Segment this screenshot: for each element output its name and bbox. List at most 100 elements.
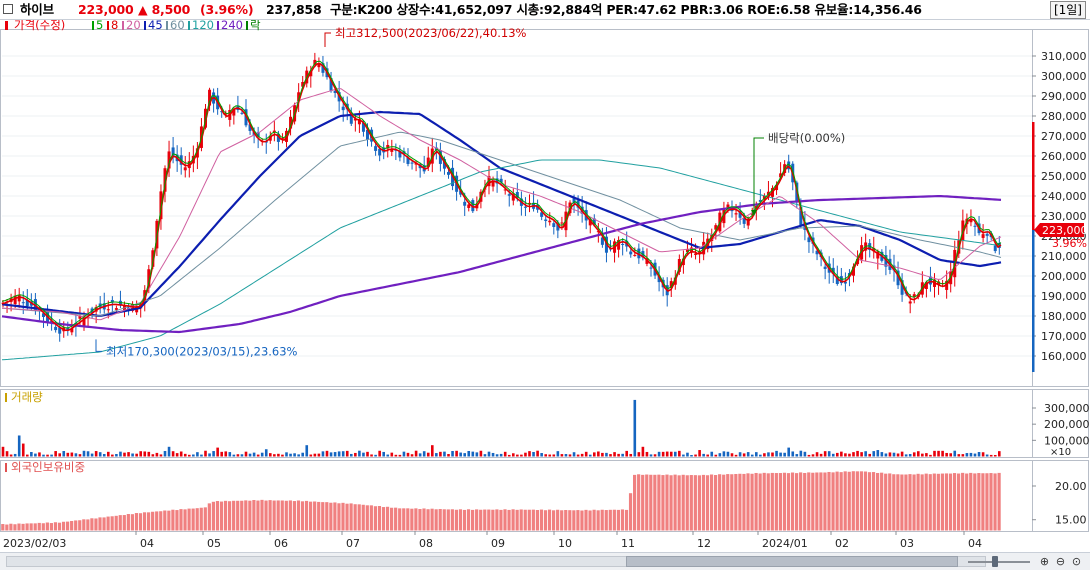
stock-chart[interactable]: 160,000 170,000 180,000 190,000 200,000 210,0… [0, 20, 1090, 552]
candle-body [248, 124, 252, 131]
foreign-bar [163, 510, 167, 531]
foreign-bar [418, 509, 422, 531]
volume-bar [483, 454, 487, 457]
foreign-bar [122, 515, 126, 531]
foreign-bar [337, 503, 341, 531]
foreign-bar [718, 474, 722, 531]
foreign-bar [215, 501, 220, 531]
foreign-bar [588, 510, 592, 531]
foreign-bar [300, 501, 305, 531]
candle-body [742, 218, 746, 224]
volume-bar [1, 446, 5, 457]
foreign-bar [633, 474, 637, 531]
foreign-bar [264, 500, 268, 531]
candle-body [507, 194, 511, 196]
volume-bar [325, 450, 329, 457]
volume-bar [917, 451, 920, 457]
foreign-bar [900, 474, 904, 531]
foreign-bar [430, 508, 434, 531]
period-selector[interactable]: [1일] [1049, 1, 1086, 19]
foreign-bar [207, 503, 211, 531]
zoom-reset-icon[interactable]: ⊙ [1071, 555, 1082, 568]
volume-bar [791, 451, 795, 457]
volume-today: 237,858 [266, 2, 322, 17]
candle-body [912, 294, 916, 298]
foreign-bar [665, 474, 669, 531]
volume-bar [151, 454, 155, 457]
volume-bar [435, 453, 438, 457]
foreign-bar [568, 510, 572, 531]
foreign-bar [471, 509, 475, 531]
candle-body [908, 301, 912, 304]
price-tick-label: 190,000 [1041, 290, 1087, 303]
zoom-out-icon[interactable]: ⊖ [1055, 555, 1066, 568]
foreign-bar [309, 501, 313, 531]
volume-bar [70, 452, 74, 457]
select-checkbox[interactable] [3, 4, 13, 14]
volume-bar [864, 451, 867, 457]
foreign-bar [689, 475, 693, 531]
volume-bar [892, 452, 896, 457]
volume-tick-label: 100,000 [1044, 434, 1090, 447]
candle-body [985, 233, 989, 236]
foreign-bar [199, 507, 203, 531]
volume-bar [98, 452, 102, 457]
foreign-bar [697, 475, 701, 531]
foreign-bar [851, 471, 855, 531]
scrollbar-thumb[interactable] [626, 556, 958, 567]
foreign-bar [94, 518, 98, 531]
foreign-bar [361, 504, 365, 531]
volume-bar [564, 454, 568, 457]
foreign-bar [240, 500, 244, 531]
candle-body [74, 322, 78, 326]
volume-bar [66, 452, 70, 457]
foreign-bar [653, 474, 657, 531]
volume-bar [580, 453, 584, 457]
foreign-bar [705, 475, 710, 531]
candle-body [993, 245, 997, 252]
foreign-bar [912, 474, 916, 531]
volume-bar [491, 452, 495, 457]
foreign-bar [179, 509, 183, 531]
candle-body [329, 78, 333, 92]
foreign-bar [114, 515, 118, 531]
candle-body [366, 129, 369, 140]
volume-bar [463, 453, 466, 457]
volume-bar [277, 453, 280, 457]
volume-bar [775, 450, 778, 457]
dividend-marker-line [753, 137, 764, 214]
foreign-bar [70, 521, 74, 531]
volume-bar [366, 451, 369, 457]
candle-body [738, 210, 742, 218]
candle-body [406, 157, 410, 164]
foreign-bar [9, 523, 13, 531]
volume-bar [702, 453, 705, 457]
foreign-bar [142, 512, 147, 531]
volume-bar [204, 450, 207, 457]
candle-body [321, 63, 325, 73]
foreign-bar [896, 474, 900, 531]
volume-bar [78, 454, 82, 457]
zoom-slider[interactable] [968, 561, 1030, 563]
candle-body [734, 213, 738, 215]
volume-bar [601, 452, 604, 457]
zoom-in-icon[interactable]: ⊕ [1039, 555, 1050, 568]
x-tick-label: 02 [835, 537, 849, 550]
zoom-slider-knob[interactable] [992, 556, 998, 567]
legend-ma-marker [166, 21, 168, 30]
candle-body [42, 313, 45, 317]
foreign-bar [41, 523, 45, 531]
foreign-bar [604, 510, 608, 531]
volume-bar [807, 454, 811, 457]
foreign-bar [82, 519, 86, 531]
volume-bar [682, 454, 685, 457]
legend-ma-marker [122, 21, 124, 30]
foreign-bar [414, 508, 418, 531]
volume-bar [961, 454, 965, 457]
volume-bar [398, 454, 402, 457]
volume-bar [475, 452, 479, 457]
foreign-bar [847, 471, 851, 531]
candle-body [694, 253, 698, 255]
candle-body [374, 146, 378, 151]
candle-body [924, 282, 928, 290]
